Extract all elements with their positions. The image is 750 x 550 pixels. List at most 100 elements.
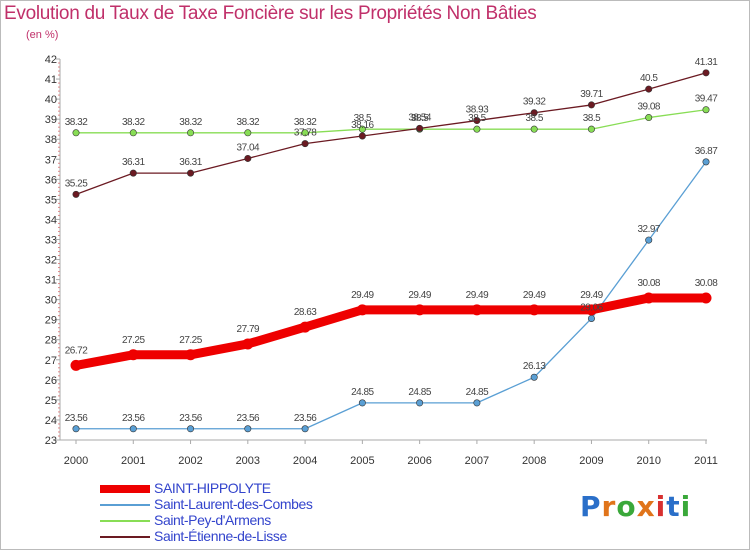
data-point [702, 69, 710, 77]
data-label: 36.31 [179, 157, 202, 168]
data-point [645, 85, 653, 93]
data-label: 32.97 [637, 224, 660, 235]
chart-unit-label: (en %) [26, 29, 59, 41]
y-tick-label: 25 [45, 395, 57, 407]
data-point [700, 292, 712, 304]
data-label: 29.49 [351, 290, 374, 301]
data-point [530, 125, 538, 133]
logo-letter: P [580, 490, 602, 523]
y-tick-label: 27 [45, 355, 57, 367]
x-tick-label: 2009 [579, 455, 603, 467]
data-point [187, 129, 195, 137]
data-label: 41.31 [695, 57, 718, 68]
legend-label: Saint-Étienne-de-Lisse [154, 528, 287, 544]
data-point [471, 304, 483, 316]
y-tick-label: 24 [45, 415, 57, 427]
data-point [643, 292, 655, 304]
legend-label: Saint-Laurent-des-Combes [154, 496, 313, 512]
data-label: 24.85 [351, 387, 374, 398]
data-label: 38.32 [237, 117, 260, 128]
data-label: 27.79 [237, 324, 260, 335]
y-tick-label: 30 [45, 295, 57, 307]
logo-letter: r [601, 490, 617, 523]
y-tick-label: 33 [45, 234, 57, 246]
data-point [244, 154, 252, 162]
data-point [72, 190, 80, 198]
line-chart: 23 24 25 26 27 28 29 30 31 32 33 34 35 36 37 38 39 40 41 42… [45, 54, 719, 467]
data-label: 27.25 [179, 335, 202, 346]
y-tick-label: 36 [45, 174, 57, 186]
data-point [356, 304, 368, 316]
data-label: 38.5 [411, 113, 429, 124]
y-tick-label: 26 [45, 375, 57, 387]
legend-swatch [100, 536, 150, 538]
data-point [645, 236, 653, 244]
y-tick-label: 28 [45, 335, 57, 347]
data-point [528, 304, 540, 316]
legend-swatch [100, 520, 150, 522]
data-label: 24.85 [466, 387, 489, 398]
data-label: 23.56 [294, 413, 317, 424]
x-tick-label: 2005 [350, 455, 374, 467]
chart-axes: 23 24 25 26 27 28 29 30 31 32 33 34 35 36 37 38 39 40 41 42… [45, 54, 718, 467]
data-point [129, 425, 137, 433]
data-point [301, 140, 309, 148]
data-label: 40.5 [640, 73, 658, 84]
data-point [185, 349, 197, 361]
data-point [473, 399, 481, 407]
data-point [416, 124, 424, 132]
data-point [70, 359, 82, 371]
data-label: 38.5 [583, 113, 601, 124]
data-label: 28.63 [294, 307, 317, 318]
data-label: 39.47 [695, 94, 718, 105]
data-label: 39.32 [523, 97, 546, 108]
data-point [358, 125, 366, 133]
data-label: 38.5 [525, 113, 543, 124]
data-label: 38.5 [354, 113, 372, 124]
data-label: 23.56 [179, 413, 202, 424]
data-point [702, 158, 710, 166]
data-label: 38.32 [65, 117, 88, 128]
y-tick-label: 31 [45, 275, 57, 287]
data-point [587, 314, 595, 322]
data-label: 38.54 [408, 112, 431, 123]
data-label: 37.78 [294, 128, 317, 139]
data-label: 36.31 [122, 157, 145, 168]
data-label: 27.25 [122, 335, 145, 346]
data-label: 23.56 [122, 413, 145, 424]
y-tick-label: 32 [45, 255, 57, 267]
y-tick-label: 42 [45, 54, 57, 66]
series-line-3 [75, 72, 707, 196]
data-label: 37.04 [237, 142, 260, 153]
data-point [299, 321, 311, 333]
data-label: 38.16 [351, 120, 374, 131]
legend-swatch [100, 504, 150, 506]
x-tick-label: 2001 [121, 455, 145, 467]
y-tick-label: 39 [45, 114, 57, 126]
y-tick-label: 37 [45, 154, 57, 166]
logo-letter: o [616, 490, 637, 523]
data-point [244, 425, 252, 433]
data-point [702, 106, 710, 114]
x-tick-label: 2000 [64, 455, 88, 467]
logo-letter: i [655, 490, 667, 523]
logo-letter: x [636, 490, 656, 523]
series-line-1 [75, 161, 707, 430]
y-tick-label: 34 [45, 214, 57, 226]
y-tick-label: 40 [45, 94, 57, 106]
data-point [416, 399, 424, 407]
data-label: 29.49 [408, 290, 431, 301]
data-point [129, 169, 137, 177]
data-point [301, 425, 309, 433]
data-point [358, 399, 366, 407]
x-tick-label: 2010 [636, 455, 660, 467]
x-tick-label: 2003 [236, 455, 260, 467]
data-point [242, 338, 254, 350]
proxiti-logo: Proxiti [580, 490, 691, 523]
data-label: 39.71 [580, 89, 603, 100]
data-point [473, 117, 481, 125]
data-point [530, 373, 538, 381]
x-tick-label: 2011 [694, 455, 718, 467]
data-point [530, 109, 538, 117]
